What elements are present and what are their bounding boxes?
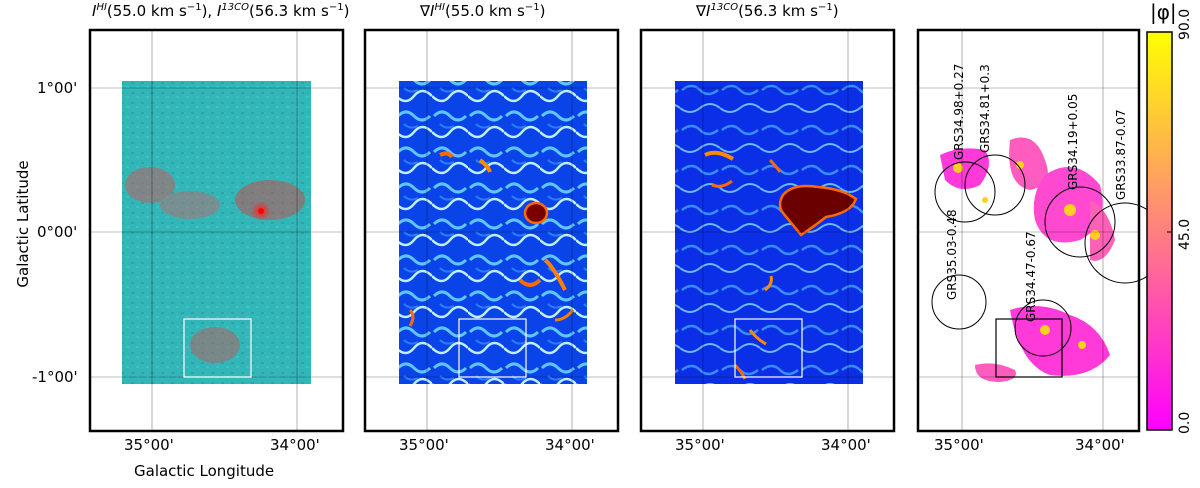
colorbar-tick: 0.0 — [1177, 411, 1193, 434]
source-label: GRS34.19+0.05 — [1066, 94, 1080, 190]
source-circle — [1014, 299, 1072, 357]
zoom-box — [183, 318, 252, 378]
source-circle — [934, 161, 996, 223]
zoom-box — [458, 318, 527, 378]
panel-title-grad-co: ∇I13CO(56.3 km s−1) — [696, 2, 839, 20]
colorbar — [1146, 31, 1173, 431]
grad-hi-peak — [523, 201, 549, 225]
angle-map-yellow — [953, 161, 1100, 349]
source-circles — [931, 154, 1166, 357]
panel-title-grad-hi: ∇IHI(55.0 km s−1) — [420, 2, 546, 20]
grad-co-peak — [778, 184, 858, 237]
panel-angle: GRS34.98+0.27 GRS34.81+0.3 GRS34.19+0.05… — [916, 28, 1166, 433]
xtick-label: 35°00' — [934, 436, 984, 454]
panel-rgb — [88, 28, 345, 433]
source-circle — [931, 274, 987, 330]
colorbar-tick: 90.0 — [1177, 8, 1193, 40]
source-labels: GRS34.98+0.27 GRS34.81+0.3 GRS34.19+0.05… — [945, 64, 1128, 322]
y-axis-label: Galactic Latitude — [14, 160, 32, 288]
source-label: GRS34.98+0.27 — [952, 64, 966, 160]
zoom-box — [995, 318, 1063, 378]
grad-hi-highlights — [408, 151, 575, 327]
grad-co-highlights — [704, 150, 782, 380]
panel-title-rgb: IHI(55.0 km s−1), I13CO(56.3 km s−1) — [92, 2, 350, 20]
grad-hi-image — [399, 81, 587, 384]
co-emission-overlay — [125, 167, 305, 363]
x-axis-label: Galactic Longitude — [134, 462, 275, 480]
colorbar-label: |φ| — [1150, 0, 1177, 24]
ytick-label: 1°00' — [37, 79, 78, 97]
xtick-label: 34°00' — [545, 436, 595, 454]
source-circle — [1044, 186, 1116, 258]
panel-grad-hi — [363, 28, 620, 433]
source-circle — [964, 154, 1026, 216]
grad-co-image — [675, 81, 863, 384]
source-label: GRS33.87-0.07 — [1114, 109, 1128, 200]
panel-grad-co — [639, 28, 896, 433]
xtick-label: 34°00' — [270, 436, 320, 454]
xtick-label: 34°00' — [821, 436, 871, 454]
colorbar-gradient — [1146, 31, 1173, 431]
xtick-label: 35°00' — [675, 436, 725, 454]
colorbar-tick: 45.0 — [1177, 218, 1193, 250]
ytick-label: -1°00' — [32, 368, 78, 386]
ytick-label: 0°00' — [37, 223, 78, 241]
source-label: GRS34.47-0.67 — [1024, 231, 1038, 322]
co-peak — [258, 208, 264, 214]
zoom-box — [734, 318, 803, 378]
xtick-label: 34°00' — [1075, 436, 1125, 454]
source-label: GRS34.81+0.3 — [978, 64, 992, 153]
xtick-label: 35°00' — [399, 436, 449, 454]
source-label: GRS35.03-0.48 — [945, 209, 959, 300]
xtick-label: 35°00' — [124, 436, 174, 454]
